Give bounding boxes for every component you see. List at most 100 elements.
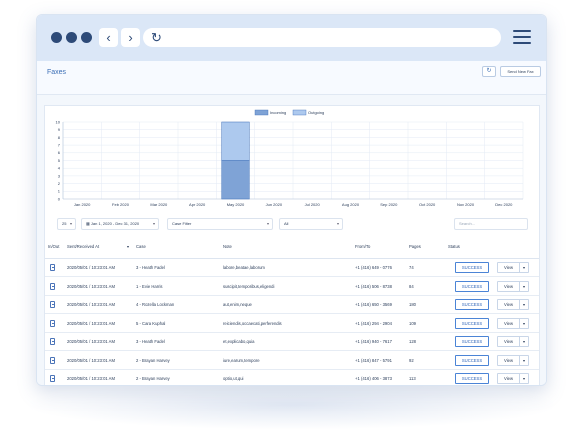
view-button[interactable]: View ▾ xyxy=(497,354,529,366)
column-header-from-to[interactable]: From/To xyxy=(355,244,371,249)
view-button[interactable]: View ▾ xyxy=(497,336,529,347)
y-tick-label: 8 xyxy=(58,135,61,140)
column-header-sent-received[interactable]: Sent/Received At xyxy=(67,244,100,249)
view-button[interactable]: View ▾ xyxy=(497,299,529,310)
view-button[interactable]: View ▾ xyxy=(497,373,529,384)
table-row[interactable]: 2020/05/01 / 10:23:01 AM 3 - Heath Fadel l… xyxy=(45,259,539,277)
view-button[interactable]: View ▾ xyxy=(497,317,529,329)
fax-direction-icon xyxy=(50,264,55,271)
status-badge: SUCCESS xyxy=(455,299,489,310)
bar-outgoing xyxy=(221,121,250,161)
window-dot[interactable] xyxy=(66,32,77,43)
y-tick-label: 10 xyxy=(56,119,61,124)
table-row[interactable]: 2020/05/01 / 10:23:01 AM 5 - Cara Kuphal r… xyxy=(45,315,539,333)
from-to-cell: +1 (416) 650 - 3569 xyxy=(355,302,392,307)
note-cell: iure,earum,tempore xyxy=(223,357,260,363)
case-cell[interactable]: 1 - Evie Harris xyxy=(136,283,163,289)
fax-direction-icon xyxy=(50,338,55,345)
status-badge: SUCCESS xyxy=(455,354,489,366)
x-tick-label: Dec 2020 xyxy=(495,202,513,207)
x-tick-label: Mar 2020 xyxy=(150,202,168,207)
from-to-cell: +1 (416) 406 - 3873 xyxy=(355,376,392,381)
x-tick-label: Feb 2020 xyxy=(112,202,130,207)
bar-incoming xyxy=(221,160,250,200)
x-tick-label: Nov 2020 xyxy=(457,202,475,207)
status-badge: SUCCESS xyxy=(455,262,489,273)
chevron-down-icon[interactable]: ▾ xyxy=(519,318,528,328)
status-badge: SUCCESS xyxy=(455,373,489,384)
column-header-status[interactable]: Status xyxy=(448,244,460,249)
x-tick-label: Aug 2020 xyxy=(342,202,360,207)
chevron-down-icon[interactable]: ▾ xyxy=(519,337,528,346)
faxes-chart: 0 1 2 3 4 5 6 7 8 9 10 Jan 2020 Feb 2020 Mar 2020 Apr … xyxy=(56,109,524,207)
y-tick-label: 3 xyxy=(58,173,61,178)
case-cell[interactable]: 3 - Heath Fadel xyxy=(136,339,165,344)
y-tick-label: 7 xyxy=(58,143,61,148)
refresh-icon[interactable]: ↻ xyxy=(482,66,496,77)
header-divider xyxy=(45,258,539,259)
x-tick-label: Sep 2020 xyxy=(380,202,398,207)
x-tick-label: Apr 2020 xyxy=(189,202,206,207)
date-range-picker[interactable]: ▦ Jan 1, 2020 - Dec 31, 2020 ▾ xyxy=(81,218,159,230)
case-cell[interactable]: 2 - Brayan Harvey xyxy=(136,357,170,363)
pages-cell: 128 xyxy=(409,339,416,344)
table-row[interactable]: 2020/05/01 / 10:23:01 AM 1 - Evie Harris s… xyxy=(45,278,539,296)
case-cell[interactable]: 2 - Brayan Harvey xyxy=(136,376,170,381)
status-badge: SUCCESS xyxy=(455,336,489,347)
table-row[interactable]: 2020/05/01 / 10:23:01 AM 2 - Brayan Harve… xyxy=(45,352,539,370)
browser-window: ‹ › ↻ Faxes ↻ Send New Fax 0 1 2 3 4 5 6 7 8 9 10 J… xyxy=(36,14,547,386)
fax-direction-icon xyxy=(50,356,55,364)
address-bar[interactable]: ↻ xyxy=(143,28,501,47)
legend-swatch xyxy=(292,109,307,116)
column-header-note[interactable]: Note xyxy=(223,244,232,249)
reload-icon[interactable]: ↻ xyxy=(151,30,162,45)
chevron-down-icon[interactable]: ▾ xyxy=(519,374,528,383)
hamburger-icon[interactable] xyxy=(513,30,531,45)
y-tick-label: 9 xyxy=(58,127,61,132)
chevron-left-icon[interactable]: ‹ xyxy=(99,28,118,47)
view-button[interactable]: View ▾ xyxy=(497,262,529,273)
calendar-icon: ▦ xyxy=(86,221,91,226)
note-cell: labore,beatae,laborum xyxy=(223,265,265,270)
x-tick-label: Oct 2020 xyxy=(419,202,436,207)
column-header-case[interactable]: Case xyxy=(136,244,146,249)
search-input[interactable]: Search... xyxy=(454,218,528,230)
column-header-inout[interactable]: In/Out xyxy=(48,244,60,249)
page-size-select[interactable]: 25 ▾ xyxy=(57,218,76,230)
x-tick-label: May 2020 xyxy=(227,202,245,207)
table-row[interactable]: 2020/05/01 / 10:23:01 AM 2 - Brayan Harve… xyxy=(45,370,539,385)
send-new-fax-button[interactable]: Send New Fax xyxy=(500,66,541,77)
y-tick-label: 2 xyxy=(58,181,61,186)
sent-at-cell: 2020/05/01 / 10:23:01 AM xyxy=(67,283,115,289)
case-cell[interactable]: 3 - Heath Fadel xyxy=(136,265,165,270)
table-row[interactable]: 2020/05/01 / 10:23:01 AM 3 - Heath Fadel e… xyxy=(45,333,539,351)
window-dot[interactable] xyxy=(51,32,62,43)
note-cell: aut,enim,neque xyxy=(223,302,252,307)
type-filter-select[interactable]: All ▾ xyxy=(279,218,343,230)
x-tick-label: Jun 2020 xyxy=(266,202,283,207)
fax-direction-icon xyxy=(50,319,55,327)
y-tick-label: 4 xyxy=(58,166,61,171)
chevron-down-icon[interactable]: ▾ xyxy=(519,281,528,291)
app-content: Faxes ↻ Send New Fax 0 1 2 3 4 5 6 7 8 9 10 Jan 202… xyxy=(37,61,546,385)
sort-icon[interactable]: ▾ xyxy=(127,244,130,249)
chevron-right-icon[interactable]: › xyxy=(121,28,140,47)
case-cell[interactable]: 5 - Cara Kuphal xyxy=(136,320,166,326)
note-cell: suscipit,temporibus,eligendi xyxy=(223,283,275,289)
view-button[interactable]: View ▾ xyxy=(497,280,529,292)
window-dot[interactable] xyxy=(81,32,92,43)
note-cell: reiciendis,occaecati,perferendis xyxy=(223,320,282,326)
case-cell[interactable]: 4 - Rozella Lockman xyxy=(136,302,175,307)
fax-direction-icon xyxy=(50,375,55,382)
column-header-pages[interactable]: Pages xyxy=(409,244,421,249)
legend-label: Outgoing xyxy=(308,110,324,115)
case-filter-select[interactable]: Case Filter ▾ xyxy=(167,218,273,230)
chevron-down-icon[interactable]: ▾ xyxy=(519,263,528,272)
sent-at-cell: 2020/05/01 / 10:23:01 AM xyxy=(67,357,115,363)
pages-cell: 84 xyxy=(409,283,414,289)
chevron-down-icon[interactable]: ▾ xyxy=(519,300,528,309)
note-cell: optio,ut,qui xyxy=(223,376,244,381)
chevron-down-icon[interactable]: ▾ xyxy=(519,355,528,365)
y-tick-label: 5 xyxy=(58,158,61,163)
table-row[interactable]: 2020/05/01 / 10:23:01 AM 4 - Rozella Lock… xyxy=(45,296,539,314)
